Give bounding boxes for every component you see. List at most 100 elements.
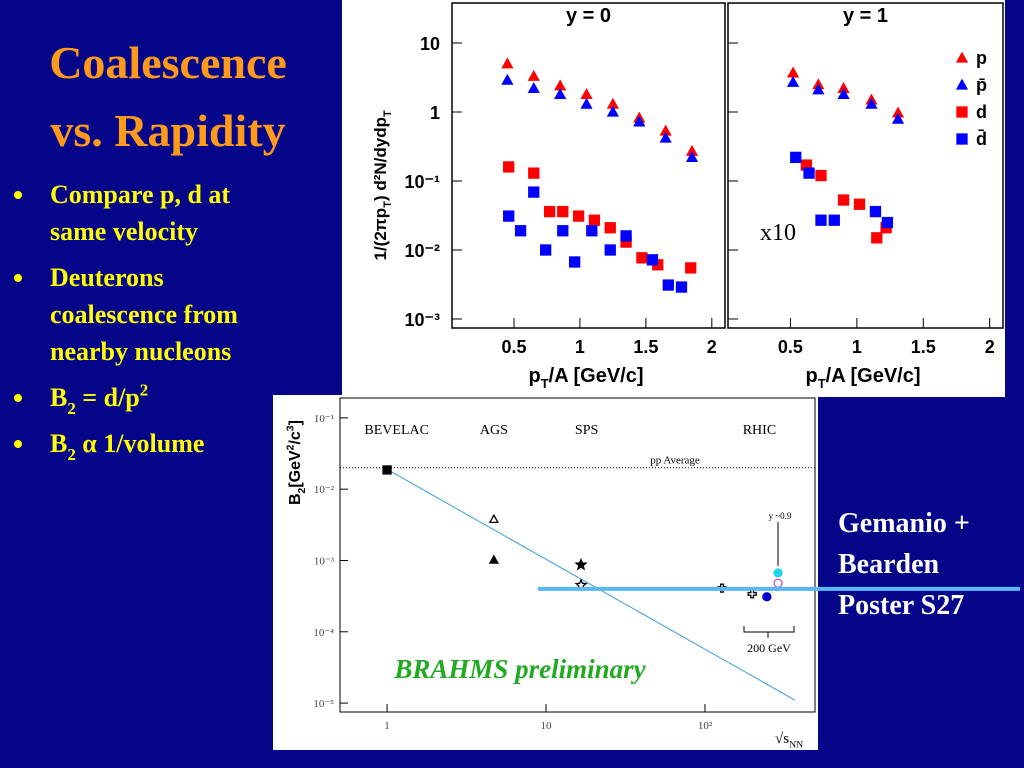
marker-triangle (488, 513, 499, 523)
marker-square (685, 262, 697, 274)
marker-square (956, 133, 968, 145)
x-tick-label: 0.5 (778, 337, 803, 357)
marker-square (604, 222, 616, 234)
pp-average-label: pp Average (650, 455, 700, 467)
marker-triangle (865, 97, 878, 109)
y-tick-label: 10⁻⁴ (313, 627, 334, 639)
bullet-dot (14, 191, 22, 199)
marker-square (815, 169, 827, 182)
text-run: /A [GeV/c] (826, 365, 921, 387)
x-tick-label: 1.5 (911, 337, 936, 357)
text-run: /c (287, 431, 304, 444)
rich-text: B2[GeV2/c3] (286, 420, 308, 505)
text-run: p (529, 365, 541, 387)
text-run: p (806, 365, 818, 387)
note: Gemanio + (838, 508, 970, 539)
marker-square (853, 198, 866, 210)
marker-circle (773, 568, 783, 578)
marker-square (572, 210, 585, 222)
marker-square (604, 244, 616, 256)
region-label: SPS (575, 423, 598, 438)
bullet-dot (14, 274, 22, 282)
marker-square (543, 205, 556, 218)
text-run: [GeV (287, 450, 304, 488)
y-tick-label: 10⁻¹ (314, 413, 334, 425)
marker-square (956, 106, 968, 118)
marker-square (620, 230, 632, 242)
marker-square (828, 214, 840, 226)
bullet-dot (14, 394, 22, 402)
rich-text: Deuterons (50, 263, 164, 292)
rich-text: pT/A [GeV/c] (806, 365, 921, 391)
region-label: RHIC (743, 423, 776, 438)
marker-square (790, 151, 802, 164)
marker-triangle (955, 51, 969, 63)
text-run: B (287, 493, 304, 505)
text-run: T (382, 201, 394, 208)
y-tick-label: 10 (420, 34, 440, 54)
y-tick-label: 10⁻³ (314, 555, 335, 567)
text-run: ) d²N/dydp (371, 117, 390, 201)
marker-square (528, 186, 540, 198)
marker-square (662, 279, 674, 291)
rapidity-label: y ~0.9 (769, 511, 792, 521)
plot-frame (339, 397, 816, 713)
rich-text: nearby nucleons (50, 337, 231, 366)
legend-label: d (976, 102, 987, 122)
marker-circle (762, 592, 772, 602)
rich-text: B2 α 1/volume (50, 429, 204, 464)
marker-triangle (606, 105, 620, 117)
x-tick-label: 1 (575, 337, 585, 357)
x-tick-label: 2 (707, 337, 717, 357)
marker-triangle (837, 88, 850, 100)
marker-triangle (633, 115, 646, 127)
rich-text: Compare p, d at (50, 180, 230, 209)
text-run: 2 (297, 487, 308, 493)
marker-square (837, 194, 850, 206)
x-tick-label: 10² (698, 720, 713, 732)
x-tick-label: 1.5 (633, 337, 658, 357)
marker-triangle (554, 88, 567, 100)
marker-triangle (786, 75, 800, 87)
marker-cross (747, 589, 757, 599)
rhic-energy: 200 GeV (747, 641, 791, 655)
text-run: 1/(2πp (371, 208, 390, 261)
marker-square (646, 254, 659, 266)
marker-cross (717, 583, 727, 593)
legend-label: p̄ (976, 75, 987, 95)
marker-square (871, 232, 883, 244)
text-run: Compare p, d at (50, 180, 230, 209)
marker-square (636, 252, 648, 264)
marker-square (675, 281, 688, 293)
y-tick-label: 10⁻⁵ (313, 698, 334, 710)
text-run: NN (789, 740, 803, 751)
marker-square (503, 161, 515, 173)
note: Poster S27 (838, 590, 964, 621)
marker-square (528, 167, 540, 179)
marker-square (503, 210, 515, 222)
x-tick-label: 2 (985, 337, 995, 357)
y-tick-label: 1 (430, 103, 440, 123)
marker-square (557, 225, 569, 237)
marker-triangle (501, 73, 514, 85)
region-label: BEVELAC (364, 423, 429, 438)
text-run: coalescence from (50, 300, 238, 329)
marker-triangle (527, 82, 540, 94)
marker-square (803, 167, 815, 179)
marker-square (569, 256, 581, 268)
text-run: T (818, 376, 826, 391)
marker-triangle (685, 151, 699, 163)
marker-square (815, 214, 827, 226)
panel-title: y = 1 (843, 5, 888, 27)
legend-label: p (976, 48, 987, 68)
marker-triangle (488, 554, 499, 564)
rhic-bracket (743, 626, 795, 638)
text-run: 2 (140, 381, 148, 400)
note: Bearden (838, 549, 940, 580)
annotation: x10 (760, 220, 796, 246)
rich-text: 1/(2πpT) d²N/dydpT (371, 110, 394, 261)
bottom-figure (273, 395, 818, 750)
legend-label: d̄ (976, 129, 987, 149)
